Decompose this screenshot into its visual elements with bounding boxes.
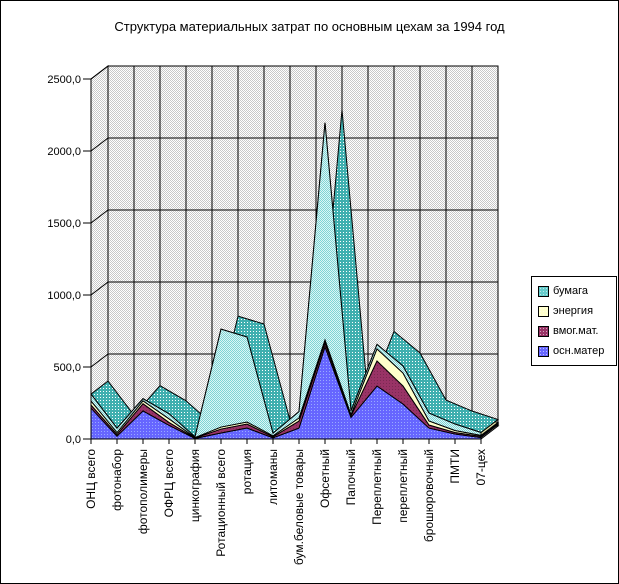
legend-label: бумага [553, 285, 589, 297]
gridlines [90, 65, 499, 440]
legend-swatch-0 [538, 285, 549, 297]
x-category-label: фотополимеры [136, 449, 150, 534]
legend-item: осн.матер [532, 341, 616, 361]
legend-swatch-3 [538, 345, 549, 357]
x-category-label: ротация [240, 449, 254, 494]
y-tick-label: 500,0 [53, 362, 81, 374]
y-tick-label: 2500,0 [47, 74, 81, 86]
legend-item: энергия [532, 301, 616, 321]
x-category-label: ПМТИ [448, 449, 462, 484]
y-tick-label: 2000,0 [47, 146, 81, 158]
y-tick-label: 1500,0 [47, 218, 81, 230]
x-category-label: Офсетный [318, 449, 332, 508]
x-category-label: Папочный [344, 449, 358, 505]
y-axis-ticks: 0,0 500,0 1000,0 1500,0 2000,0 2500,0 [47, 74, 91, 446]
x-category-label: бум.беловые товары [292, 449, 306, 565]
legend-box: бумага энергия вмог.мат. осн.матер [531, 276, 617, 366]
x-axis-ticks: ОНЦ всего фотонабор фотополимеры ОФРЦ всего… [84, 439, 488, 565]
legend-item: вмог.мат. [532, 321, 616, 341]
legend-item: бумага [532, 281, 616, 301]
x-category-label: Ротационный всего [214, 449, 228, 557]
x-category-label: брошюровочный [422, 449, 436, 542]
legend-swatch-1 [538, 305, 549, 317]
y-tick-label: 0,0 [66, 434, 81, 446]
area-бумага [90, 122, 482, 439]
x-category-label: литоманы [266, 449, 280, 505]
x-category-label: фотонабор [110, 449, 124, 511]
legend-label: осн.матер [553, 345, 605, 357]
axes [90, 79, 481, 440]
x-category-label: переплетный [396, 449, 410, 523]
x-category-label: цинкография [188, 449, 202, 522]
legend-label: энергия [553, 305, 594, 317]
y-tick-label: 1000,0 [47, 290, 81, 302]
chart-title: Структура материальных затрат по основны… [114, 19, 505, 34]
x-category-label: ОФРЦ всего [162, 449, 176, 518]
x-category-label: 07-цех [474, 449, 488, 486]
x-category-label: ОНЦ всего [84, 449, 98, 509]
x-category-label: Переплетный [370, 449, 384, 525]
legend-swatch-2 [538, 325, 549, 337]
legend-label: вмог.мат. [553, 325, 599, 337]
